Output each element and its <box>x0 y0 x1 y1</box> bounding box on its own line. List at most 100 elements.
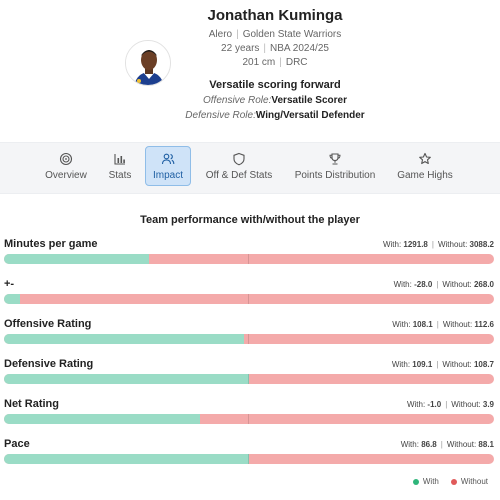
tab-game-highs-label: Game Highs <box>397 169 453 181</box>
bar-chart-icon <box>113 152 127 166</box>
tab-game-highs[interactable]: Game Highs <box>392 146 458 186</box>
without-value: 3088.2 <box>469 240 494 249</box>
player-team: Golden State Warriors <box>242 29 342 40</box>
defensive-role-label: Defensive Role: <box>185 110 256 121</box>
with-bar-segment <box>4 374 249 384</box>
with-bar-segment <box>4 294 20 304</box>
midpoint-marker <box>248 414 249 424</box>
trophy-icon <box>328 152 342 166</box>
users-icon <box>161 152 175 166</box>
midpoint-marker <box>248 454 249 464</box>
with-value: 108.1 <box>412 320 433 329</box>
player-age-season: 22 years | NBA 2024/25 <box>221 43 329 54</box>
player-age: 22 years <box>221 43 260 54</box>
metric-name: Net Rating <box>4 398 59 410</box>
offensive-role-value: Versatile Scorer <box>271 95 347 106</box>
tab-off-def-stats[interactable]: Off & Def Stats <box>200 146 278 186</box>
without-label: Without: <box>451 400 481 409</box>
tab-overview-label: Overview <box>45 169 87 181</box>
without-value: 3.9 <box>482 400 494 409</box>
tab-off-def-stats-label: Off & Def Stats <box>205 169 273 181</box>
comparison-bar <box>4 294 494 304</box>
with-bar-segment <box>4 414 200 424</box>
target-icon <box>59 152 73 166</box>
without-value: 108.7 <box>473 360 494 369</box>
without-label: Without: <box>442 280 472 289</box>
player-name: Jonathan Kuminga <box>207 7 343 24</box>
defensive-role-value: Wing/Versatil Defender <box>255 110 365 121</box>
with-label: With: <box>382 240 402 249</box>
player-role-title: Versatile scoring forward <box>209 79 341 91</box>
metric-values: With: 108.1 | Without: 112.6 <box>392 320 494 329</box>
tab-impact-label: Impact <box>152 169 183 181</box>
metric-values: With: 1291.8 | Without: 3088.2 <box>382 240 494 249</box>
offensive-role-label: Offensive Role: <box>203 95 272 106</box>
without-label: Without: <box>442 320 473 329</box>
tab-points-distribution[interactable]: Points Distribution <box>288 146 382 186</box>
player-header: Jonathan Kuminga Alero | Golden State Warr… <box>0 0 500 140</box>
legend-item-with: With <box>412 477 439 486</box>
midpoint-marker <box>248 254 249 264</box>
player-height-country: 201 cm | DRC <box>242 57 308 68</box>
with-bar-segment <box>4 454 249 464</box>
metric-values: With: 109.1 | Without: 108.7 <box>391 360 494 369</box>
with-bar-segment <box>4 334 245 344</box>
legend-label-without: Without <box>460 477 488 486</box>
offensive-role: Offensive Role:Versatile Scorer <box>150 95 400 106</box>
without-value: 88.1 <box>478 440 494 449</box>
player-photo-icon <box>126 41 170 85</box>
with-value: -28.0 <box>414 280 433 289</box>
metric-values: With: -28.0 | Without: 268.0 <box>393 280 494 289</box>
metric-values: With: -1.0 | Without: 3.9 <box>406 400 494 409</box>
without-label: Without: <box>437 240 468 249</box>
with-label: With: <box>400 440 419 449</box>
midpoint-marker <box>248 374 249 384</box>
comparison-bar <box>4 454 494 464</box>
with-value: 86.8 <box>421 440 437 449</box>
tab-impact[interactable]: Impact <box>145 146 191 186</box>
player-avatar <box>125 40 171 86</box>
metric-name: +- <box>4 278 15 290</box>
legend-dot-without <box>450 478 457 485</box>
midpoint-marker <box>248 334 249 344</box>
with-label: With: <box>406 400 426 409</box>
star-icon <box>418 152 432 166</box>
comparison-bar <box>4 374 494 384</box>
chart-legend: With Without <box>401 477 488 486</box>
with-value: -1.0 <box>427 400 442 409</box>
defensive-role: Defensive Role:Wing/Versatil Defender <box>150 110 400 121</box>
tab-overview[interactable]: Overview <box>38 146 94 186</box>
metric-name: Offensive Rating <box>4 318 92 330</box>
player-country: DRC <box>285 57 308 68</box>
legend-item-without: Without <box>450 477 488 486</box>
tab-stats[interactable]: Stats <box>102 146 138 186</box>
metric-values: With: 86.8 | Without: 88.1 <box>400 440 494 449</box>
player-height: 201 cm <box>242 57 276 68</box>
midpoint-marker <box>248 294 249 304</box>
legend-label-with: With <box>422 477 439 486</box>
with-value: 109.1 <box>412 360 433 369</box>
section-title: Team performance with/without the player <box>140 214 360 226</box>
with-label: With: <box>393 280 412 289</box>
tab-stats-label: Stats <box>108 169 132 181</box>
player-position-team: Alero | Golden State Warriors <box>208 29 342 40</box>
tab-points-distribution-label: Points Distribution <box>294 169 376 181</box>
without-label: Without: <box>446 440 477 449</box>
with-value: 1291.8 <box>403 240 428 249</box>
metric-name: Defensive Rating <box>4 358 94 370</box>
without-label: Without: <box>442 360 472 369</box>
tab-bar: Overview Stats Impact Off & Def Stats Po… <box>0 142 500 194</box>
metric-name: Minutes per game <box>4 238 98 250</box>
comparison-bar <box>4 254 494 264</box>
metric-name: Pace <box>4 438 30 450</box>
player-season: NBA 2024/25 <box>270 43 329 54</box>
without-value: 112.6 <box>474 320 494 329</box>
comparison-bar <box>4 414 494 424</box>
player-position: Alero <box>208 29 233 40</box>
without-value: 268.0 <box>473 280 494 289</box>
with-label: With: <box>391 360 411 369</box>
shield-icon <box>232 152 246 166</box>
comparison-bar <box>4 334 494 344</box>
legend-dot-with <box>412 478 419 485</box>
